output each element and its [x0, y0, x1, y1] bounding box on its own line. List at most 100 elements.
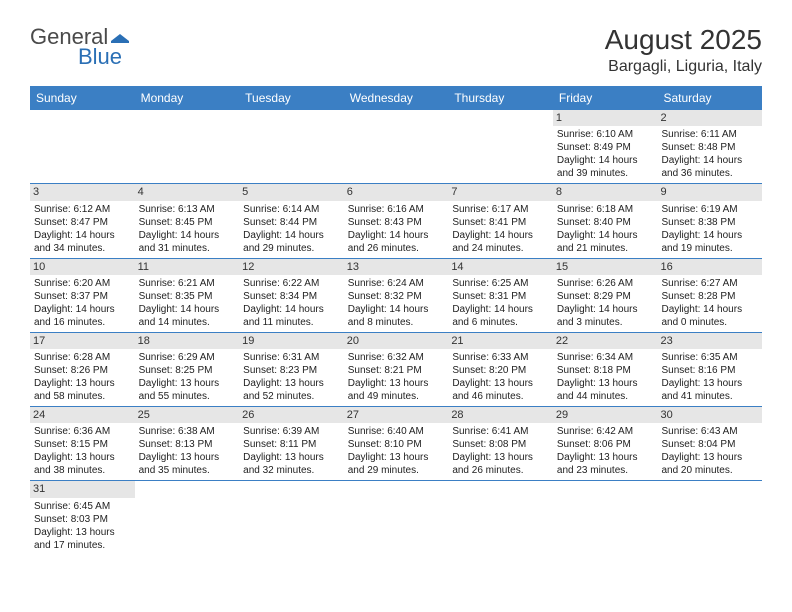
day-info: Sunrise: 6:19 AMSunset: 8:38 PMDaylight:…: [661, 203, 758, 255]
day-info: Sunrise: 6:27 AMSunset: 8:28 PMDaylight:…: [661, 277, 758, 329]
day-cell: 5Sunrise: 6:14 AMSunset: 8:44 PMDaylight…: [239, 184, 344, 257]
day-info: Sunrise: 6:22 AMSunset: 8:34 PMDaylight:…: [243, 277, 340, 329]
day-number: 16: [657, 259, 762, 275]
day-cell: 21Sunrise: 6:33 AMSunset: 8:20 PMDayligh…: [448, 333, 553, 406]
day-cell: 31 Sunrise: 6:45 AMSunset: 8:03 PMDayligh…: [30, 481, 135, 554]
day-info: Sunrise: 6:45 AMSunset: 8:03 PMDaylight:…: [34, 500, 131, 552]
week-row: 3Sunrise: 6:12 AMSunset: 8:47 PMDaylight…: [30, 184, 762, 258]
day-info: Sunrise: 6:32 AMSunset: 8:21 PMDaylight:…: [348, 351, 445, 403]
week-row: 24 Sunrise: 6:36 AMSunset: 8:15 PMDayligh…: [30, 407, 762, 481]
empty-cell: [135, 481, 240, 554]
day-cell: 28 Sunrise: 6:41 AMSunset: 8:08 PMDayligh…: [448, 407, 553, 480]
day-number: 14: [448, 259, 553, 275]
day-number: 27: [344, 407, 449, 423]
day-info: Sunrise: 6:10 AMSunset: 8:49 PMDaylight:…: [557, 128, 654, 180]
day-info: Sunrise: 6:36 AMSunset: 8:15 PMDaylight:…: [34, 425, 131, 477]
day-number: 11: [135, 259, 240, 275]
day-headers-row: SundayMondayTuesdayWednesdayThursdayFrid…: [30, 86, 762, 110]
day-cell: 12 Sunrise: 6:22 AMSunset: 8:34 PMDayligh…: [239, 259, 344, 332]
empty-cell: [239, 481, 344, 554]
day-number: 13: [344, 259, 449, 275]
empty-cell: [657, 481, 762, 554]
day-cell: 27 Sunrise: 6:40 AMSunset: 8:10 PMDayligh…: [344, 407, 449, 480]
day-info: Sunrise: 6:25 AMSunset: 8:31 PMDaylight:…: [452, 277, 549, 329]
day-number: 9: [657, 184, 762, 200]
day-number: 17: [30, 333, 135, 349]
empty-cell: [553, 481, 658, 554]
day-info: Sunrise: 6:11 AMSunset: 8:48 PMDaylight:…: [661, 128, 758, 180]
day-number: 29: [553, 407, 658, 423]
day-cell: 18Sunrise: 6:29 AMSunset: 8:25 PMDayligh…: [135, 333, 240, 406]
day-cell: 24 Sunrise: 6:36 AMSunset: 8:15 PMDayligh…: [30, 407, 135, 480]
day-number: 10: [30, 259, 135, 275]
day-number: 7: [448, 184, 553, 200]
day-info: Sunrise: 6:31 AMSunset: 8:23 PMDaylight:…: [243, 351, 340, 403]
day-number: 30: [657, 407, 762, 423]
week-row: 10Sunrise: 6:20 AMSunset: 8:37 PMDayligh…: [30, 259, 762, 333]
day-header-sunday: Sunday: [30, 86, 135, 110]
day-cell: 16 Sunrise: 6:27 AMSunset: 8:28 PMDayligh…: [657, 259, 762, 332]
month-title: August 2025: [605, 24, 762, 56]
day-cell: 26 Sunrise: 6:39 AMSunset: 8:11 PMDayligh…: [239, 407, 344, 480]
day-cell: 6Sunrise: 6:16 AMSunset: 8:43 PMDaylight…: [344, 184, 449, 257]
header: GeneralBlue August 2025 Bargagli, Liguri…: [0, 0, 792, 86]
day-cell: 1Sunrise: 6:10 AMSunset: 8:49 PMDaylight…: [553, 110, 658, 183]
day-info: Sunrise: 6:17 AMSunset: 8:41 PMDaylight:…: [452, 203, 549, 255]
day-cell: 8Sunrise: 6:18 AMSunset: 8:40 PMDaylight…: [553, 184, 658, 257]
day-info: Sunrise: 6:33 AMSunset: 8:20 PMDaylight:…: [452, 351, 549, 403]
logo: GeneralBlue: [30, 24, 133, 70]
day-info: Sunrise: 6:26 AMSunset: 8:29 PMDaylight:…: [557, 277, 654, 329]
day-cell: 14 Sunrise: 6:25 AMSunset: 8:31 PMDayligh…: [448, 259, 553, 332]
empty-cell: [239, 110, 344, 183]
day-cell: 15 Sunrise: 6:26 AMSunset: 8:29 PMDayligh…: [553, 259, 658, 332]
day-info: Sunrise: 6:41 AMSunset: 8:08 PMDaylight:…: [452, 425, 549, 477]
empty-cell: [448, 481, 553, 554]
day-number: 24: [30, 407, 135, 423]
day-number: 6: [344, 184, 449, 200]
day-header-tuesday: Tuesday: [239, 86, 344, 110]
day-info: Sunrise: 6:18 AMSunset: 8:40 PMDaylight:…: [557, 203, 654, 255]
day-info: Sunrise: 6:28 AMSunset: 8:26 PMDaylight:…: [34, 351, 131, 403]
day-number: 2: [657, 110, 762, 126]
day-number: 18: [135, 333, 240, 349]
day-header-monday: Monday: [135, 86, 240, 110]
day-info: Sunrise: 6:38 AMSunset: 8:13 PMDaylight:…: [139, 425, 236, 477]
day-header-wednesday: Wednesday: [344, 86, 449, 110]
day-cell: 19 Sunrise: 6:31 AMSunset: 8:23 PMDayligh…: [239, 333, 344, 406]
day-info: Sunrise: 6:35 AMSunset: 8:16 PMDaylight:…: [661, 351, 758, 403]
location: Bargagli, Liguria, Italy: [605, 58, 762, 76]
day-number: 26: [239, 407, 344, 423]
empty-cell: [344, 110, 449, 183]
empty-cell: [344, 481, 449, 554]
day-header-saturday: Saturday: [657, 86, 762, 110]
week-row: 1Sunrise: 6:10 AMSunset: 8:49 PMDaylight…: [30, 110, 762, 184]
day-number: 12: [239, 259, 344, 275]
day-cell: 29 Sunrise: 6:42 AMSunset: 8:06 PMDayligh…: [553, 407, 658, 480]
day-info: Sunrise: 6:40 AMSunset: 8:10 PMDaylight:…: [348, 425, 445, 477]
day-number: 5: [239, 184, 344, 200]
day-number: 28: [448, 407, 553, 423]
day-info: Sunrise: 6:39 AMSunset: 8:11 PMDaylight:…: [243, 425, 340, 477]
day-info: Sunrise: 6:24 AMSunset: 8:32 PMDaylight:…: [348, 277, 445, 329]
day-header-thursday: Thursday: [448, 86, 553, 110]
day-number: 19: [239, 333, 344, 349]
day-cell: 10Sunrise: 6:20 AMSunset: 8:37 PMDayligh…: [30, 259, 135, 332]
empty-cell: [30, 110, 135, 183]
week-row: 17 Sunrise: 6:28 AMSunset: 8:26 PMDayligh…: [30, 333, 762, 407]
week-row: 31 Sunrise: 6:45 AMSunset: 8:03 PMDayligh…: [30, 481, 762, 554]
title-block: August 2025 Bargagli, Liguria, Italy: [605, 24, 762, 76]
day-cell: 30 Sunrise: 6:43 AMSunset: 8:04 PMDayligh…: [657, 407, 762, 480]
day-number: 20: [344, 333, 449, 349]
day-number: 31: [30, 481, 135, 497]
day-info: Sunrise: 6:43 AMSunset: 8:04 PMDaylight:…: [661, 425, 758, 477]
empty-cell: [448, 110, 553, 183]
day-cell: 13 Sunrise: 6:24 AMSunset: 8:32 PMDayligh…: [344, 259, 449, 332]
day-cell: 11 Sunrise: 6:21 AMSunset: 8:35 PMDayligh…: [135, 259, 240, 332]
day-info: Sunrise: 6:42 AMSunset: 8:06 PMDaylight:…: [557, 425, 654, 477]
day-info: Sunrise: 6:21 AMSunset: 8:35 PMDaylight:…: [139, 277, 236, 329]
day-cell: 3Sunrise: 6:12 AMSunset: 8:47 PMDaylight…: [30, 184, 135, 257]
day-info: Sunrise: 6:12 AMSunset: 8:47 PMDaylight:…: [34, 203, 131, 255]
day-info: Sunrise: 6:34 AMSunset: 8:18 PMDaylight:…: [557, 351, 654, 403]
day-number: 15: [553, 259, 658, 275]
day-cell: 4Sunrise: 6:13 AMSunset: 8:45 PMDaylight…: [135, 184, 240, 257]
